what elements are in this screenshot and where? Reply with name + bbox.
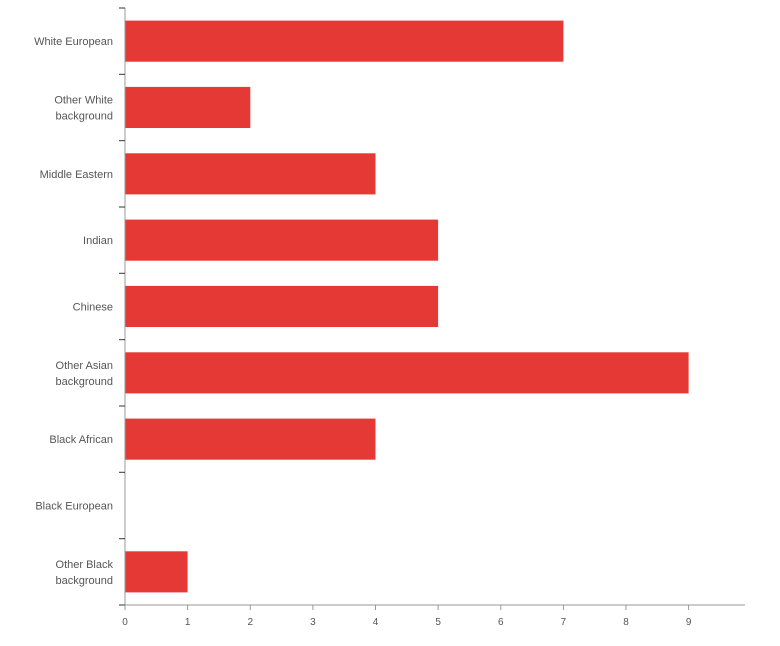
- category-label-6: Black African: [49, 434, 113, 446]
- x-tick-label-4: 4: [373, 617, 379, 628]
- x-tick-label-8: 8: [623, 617, 629, 628]
- bar-8: [125, 551, 188, 593]
- axes-group: [119, 7, 745, 610]
- category-label-2: Middle Eastern: [40, 169, 113, 181]
- category-label-4: Chinese: [73, 302, 113, 314]
- x-tick-label-9: 9: [686, 617, 692, 628]
- category-label-8: Other Black background: [56, 559, 114, 587]
- x-tick-label-6: 6: [498, 617, 504, 628]
- x-tick-label-1: 1: [185, 617, 191, 628]
- x-tick-label-3: 3: [310, 617, 316, 628]
- bars-group: [125, 20, 689, 593]
- bar-2: [125, 153, 376, 195]
- category-label-0: White European: [34, 36, 113, 48]
- bar-4: [125, 285, 439, 327]
- x-tick-label-2: 2: [248, 617, 254, 628]
- bar-5: [125, 352, 689, 394]
- x-tick-label-0: 0: [122, 617, 128, 628]
- bar-3: [125, 219, 439, 261]
- category-label-5: Other Asian background: [56, 360, 114, 388]
- bar-1: [125, 86, 251, 128]
- category-labels-group: White European Other White background Middl…: [34, 36, 113, 587]
- category-label-1: Other White background: [54, 95, 113, 123]
- x-tick-labels-group: 0 1 2 3 4 5 6 7 8 9: [122, 617, 692, 628]
- category-label-3: Indian: [83, 235, 113, 247]
- category-label-7: Black European: [35, 501, 113, 513]
- bar-0: [125, 20, 564, 62]
- bar-6: [125, 418, 376, 460]
- x-tick-label-7: 7: [561, 617, 567, 628]
- x-tick-label-5: 5: [435, 617, 441, 628]
